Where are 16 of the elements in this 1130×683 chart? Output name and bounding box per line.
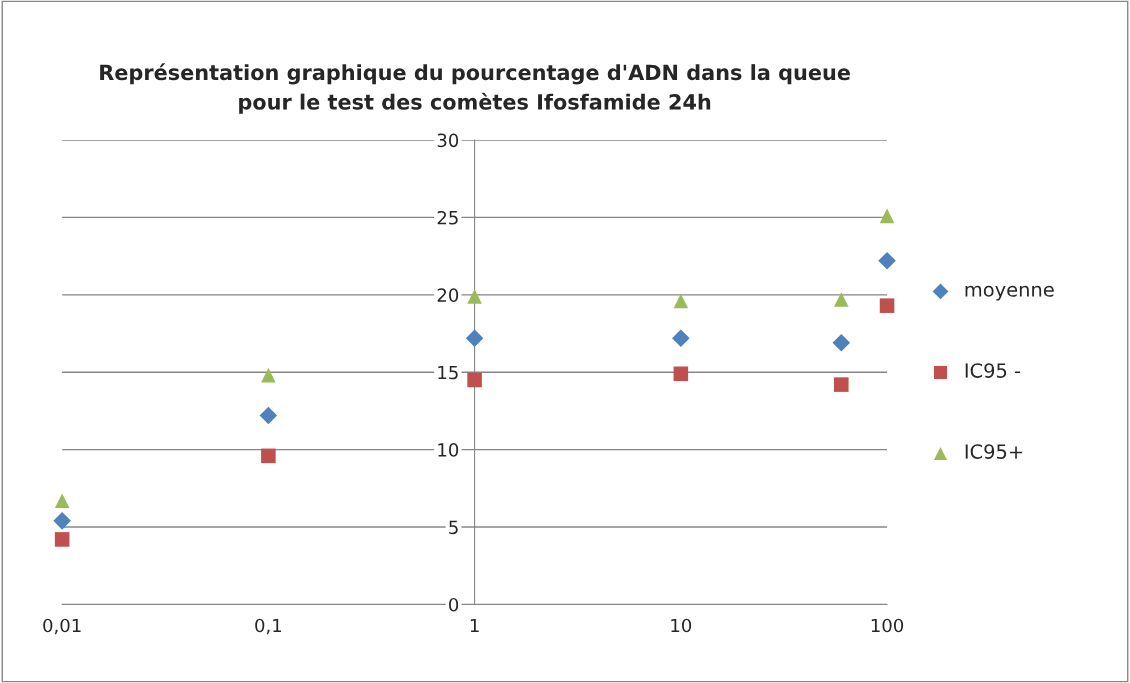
y-tick-label: 25 — [437, 210, 458, 225]
y-tick-label: 10 — [438, 443, 459, 457]
x-tick-label: 10 — [671, 618, 692, 633]
y-tick-label: 0 — [449, 597, 459, 612]
x-tick-label: 100 — [871, 618, 904, 633]
legend-label: IC95+ — [965, 444, 1023, 459]
legend-label: IC95 - — [965, 363, 1021, 378]
y-tick-label: 20 — [437, 288, 459, 302]
x-tick-label: 1 — [470, 618, 479, 633]
legend-label: moyenne — [965, 285, 1054, 301]
y-tick-label: 15 — [438, 365, 458, 380]
y-tick-label: 30 — [437, 133, 459, 148]
x-tick-label: 0,01 — [43, 618, 81, 635]
x-tick-label: 0,1 — [255, 618, 282, 635]
chart-title: Représentation graphique du pourcentage d'ADN dans la queue pour le test des comètes Ifosfamide 24h — [100, 63, 850, 114]
y-tick-label: 5 — [449, 520, 458, 535]
